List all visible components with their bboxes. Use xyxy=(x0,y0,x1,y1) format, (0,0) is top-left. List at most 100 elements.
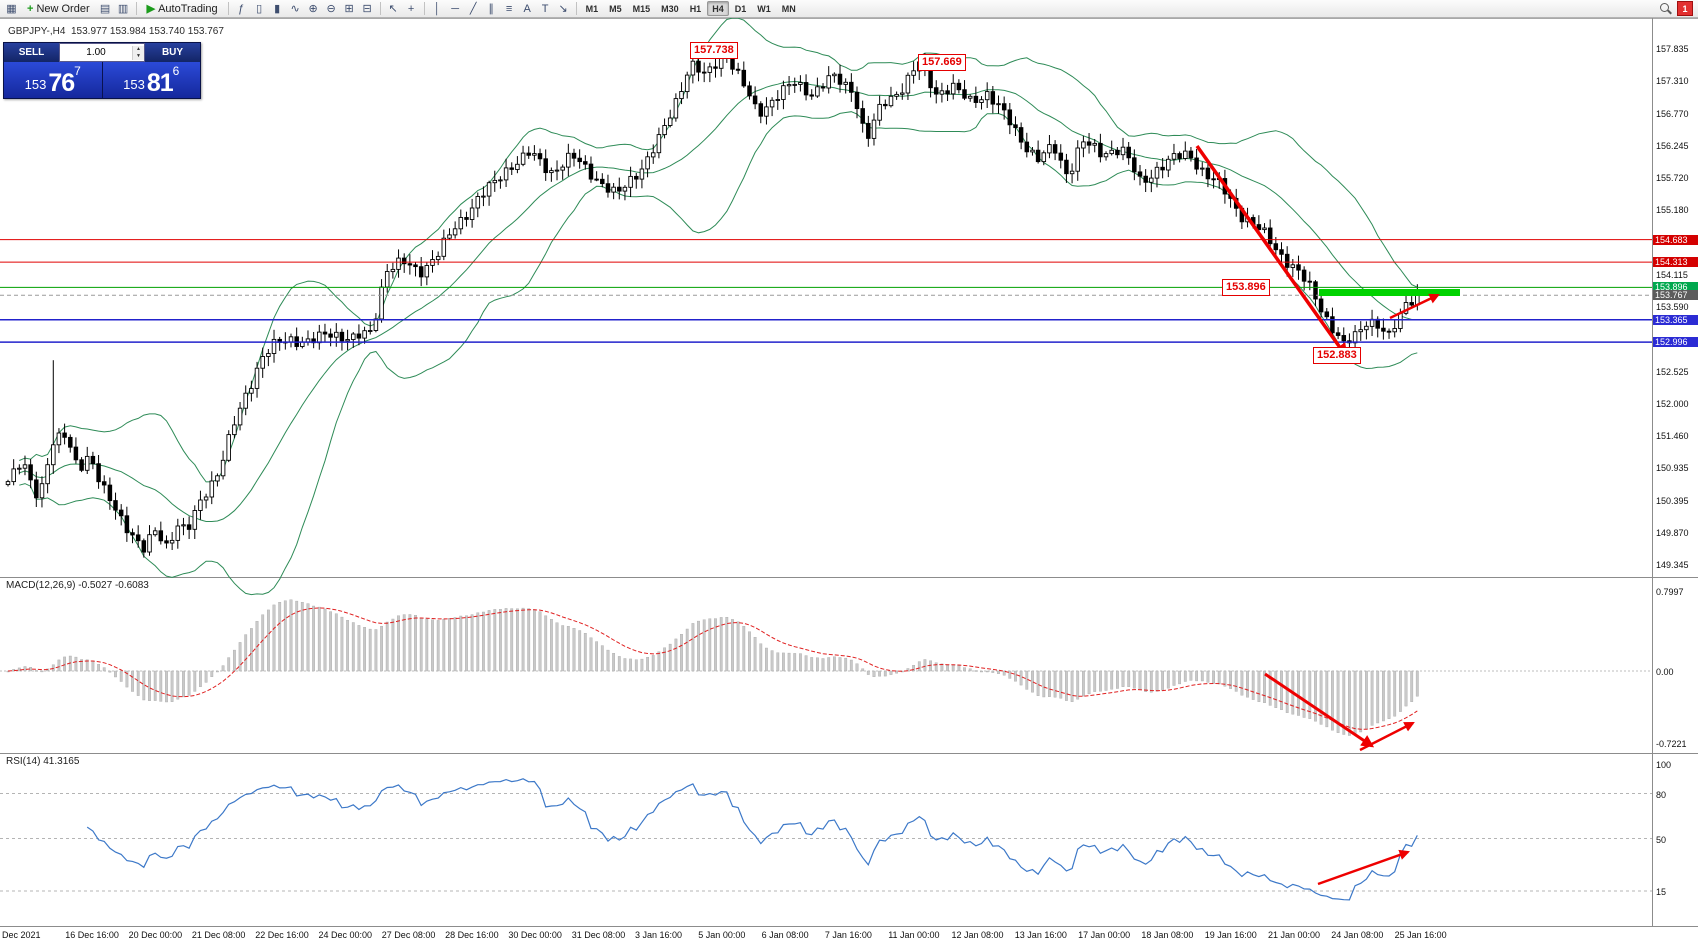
macd-scale-label: -0.7221 xyxy=(1656,739,1687,750)
macd-signal-line xyxy=(7,607,1418,730)
time-axis-label: 12 Jan 08:00 xyxy=(951,930,1004,940)
horizontal-line-icon[interactable]: ─ xyxy=(451,2,460,15)
trend-arrow[interactable] xyxy=(1389,293,1440,320)
price-scale-label: 152.000 xyxy=(1656,398,1689,409)
price-badge: 153.767 xyxy=(1653,290,1698,301)
autotrading-button[interactable]: ▶ AutoTrading xyxy=(141,1,224,16)
new-order-button[interactable]: + New Order xyxy=(21,1,96,16)
time-axis-label: 18 Jan 08:00 xyxy=(1141,930,1194,940)
bollinger-bands xyxy=(19,17,1418,596)
price-scale-label: 149.870 xyxy=(1656,528,1689,539)
candles xyxy=(5,47,1420,558)
price-annotation-label[interactable]: 153.896 xyxy=(1222,279,1270,296)
line-chart-icon[interactable]: ∿ xyxy=(290,3,300,15)
price-badge: 152.996 xyxy=(1653,337,1698,348)
chart-template-icon[interactable]: ▥ xyxy=(117,3,129,15)
sell-price-button[interactable]: 153 76 7 xyxy=(4,62,103,98)
toolbar-separator xyxy=(135,2,137,15)
time-axis-label: 31 Dec 08:00 xyxy=(571,930,626,940)
trend-arrow[interactable] xyxy=(1264,672,1375,748)
timeframe-m30[interactable]: M30 xyxy=(661,3,679,14)
time-axis-label: 16 Dec 16:00 xyxy=(65,930,119,940)
price-badge: 154.313 xyxy=(1653,257,1698,268)
indicators-icon[interactable]: ƒ xyxy=(238,2,245,15)
price-scale-label: 150.935 xyxy=(1656,463,1689,474)
trend-arrow[interactable] xyxy=(1359,721,1415,752)
timeframe-h1[interactable]: H1 xyxy=(689,3,702,14)
plus-icon: + xyxy=(27,2,34,15)
time-axis-label: 7 Jan 16:00 xyxy=(824,930,872,940)
rsi-scale-label: 50 xyxy=(1656,834,1667,845)
time-axis-label: 28 Dec 16:00 xyxy=(445,930,499,940)
zoom-out-icon[interactable]: ⊖ xyxy=(326,3,336,15)
arrows-icon[interactable]: ↘ xyxy=(558,3,568,15)
macd-histogram xyxy=(0,599,1652,736)
timeframe-d1[interactable]: D1 xyxy=(734,3,747,14)
timeframe-m15[interactable]: M15 xyxy=(632,3,651,14)
fibonacci-icon[interactable]: ≡ xyxy=(505,2,513,15)
zoom-in-icon[interactable]: ⊕ xyxy=(308,3,318,15)
macd-scale-label: 0.00 xyxy=(1656,667,1674,677)
volume-up-icon[interactable]: ▲ xyxy=(133,45,144,53)
vertical-line-icon[interactable]: │ xyxy=(433,2,441,15)
text-label-icon[interactable]: T xyxy=(541,2,549,15)
volume-input[interactable] xyxy=(60,46,132,59)
price-badge: 154.683 xyxy=(1653,234,1698,245)
timeframe-h4[interactable]: H4 xyxy=(707,1,729,16)
trendline-icon[interactable]: ╱ xyxy=(469,3,477,15)
toolbar-separator xyxy=(423,2,425,15)
text-icon[interactable]: A xyxy=(523,2,531,15)
candlestick-chart-icon[interactable]: ▮ xyxy=(274,3,281,15)
timeframe-w1[interactable]: W1 xyxy=(757,3,771,14)
sell-button[interactable]: SELL xyxy=(4,43,59,62)
rsi-scale-label: 15 xyxy=(1656,887,1667,897)
price-annotation-label[interactable]: 157.669 xyxy=(918,54,966,71)
price-annotation-label[interactable]: 157.738 xyxy=(690,42,738,59)
macd-indicator-label: MACD(12,26,9) -0.5027 -0.6083 xyxy=(6,580,149,591)
bar-chart-icon[interactable]: ▯ xyxy=(256,3,263,15)
buy-price-big: 81 xyxy=(146,69,174,97)
horizontal-levels[interactable] xyxy=(0,239,1652,343)
charts-profile-icon[interactable]: ▤ xyxy=(99,3,111,15)
symbol-quote-info: GBPJPY-,H4 153.977 153.984 153.740 153.7… xyxy=(8,26,224,37)
buy-price-button[interactable]: 153 81 6 xyxy=(102,62,200,98)
notification-badge[interactable]: 1 xyxy=(1677,1,1693,16)
buy-button[interactable]: BUY xyxy=(145,43,200,62)
price-scale-label: 157.310 xyxy=(1656,75,1689,86)
price-annotation-label[interactable]: 152.883 xyxy=(1313,347,1361,364)
price-scale-label: 149.345 xyxy=(1656,559,1689,570)
toolbar-separator xyxy=(379,2,381,15)
time-axis-label: 24 Jan 08:00 xyxy=(1331,930,1384,940)
timeframe-m1[interactable]: M1 xyxy=(585,3,599,14)
support-zone-rect[interactable] xyxy=(1319,289,1460,296)
cursor-icon[interactable]: ↖ xyxy=(388,3,398,15)
search-icon[interactable] xyxy=(1657,1,1673,16)
time-axis-label: Dec 2021 xyxy=(2,930,41,940)
price-scale-label: 155.720 xyxy=(1656,172,1689,183)
price-scale-label: 153.590 xyxy=(1656,302,1689,312)
price-badge: 153.896 xyxy=(1653,282,1698,293)
time-axis-label: 21 Jan 00:00 xyxy=(1268,930,1321,940)
chart-shortcut-icon[interactable]: ▦ xyxy=(6,3,17,15)
trend-arrows[interactable] xyxy=(1195,144,1440,886)
tile-windows-icon[interactable]: ⊞ xyxy=(344,3,354,15)
toolbar: ▦ + New Order ▤ ▥ ▶ AutoTrading ƒ ▯ ▮ ∿ ⊕ ⊖ ⊞ ⊟ … xyxy=(0,0,1698,18)
cascade-windows-icon[interactable]: ⊟ xyxy=(362,3,372,15)
timeframe-mn[interactable]: MN xyxy=(781,3,796,14)
channel-icon[interactable]: ∥ xyxy=(488,3,494,15)
trend-arrow[interactable] xyxy=(1317,849,1410,886)
trend-arrow[interactable] xyxy=(1195,144,1348,359)
toolbar-separator xyxy=(575,2,577,15)
crosshair-icon[interactable]: + xyxy=(407,2,415,15)
rsi-scale-label: 100 xyxy=(1656,759,1672,770)
rsi-indicator-label: RSI(14) 41.3165 xyxy=(6,756,80,767)
rsi-line xyxy=(86,778,1418,901)
timeframe-m5[interactable]: M5 xyxy=(609,3,622,14)
time-axis-label: 30 Dec 00:00 xyxy=(508,930,562,940)
price-scale-label: 156.770 xyxy=(1656,108,1689,119)
volume-down-icon[interactable]: ▼ xyxy=(133,52,144,60)
time-axis-label: 6 Jan 08:00 xyxy=(761,930,809,940)
sell-price-sup: 7 xyxy=(74,64,81,78)
time-axis-label: 13 Jan 16:00 xyxy=(1014,930,1067,940)
